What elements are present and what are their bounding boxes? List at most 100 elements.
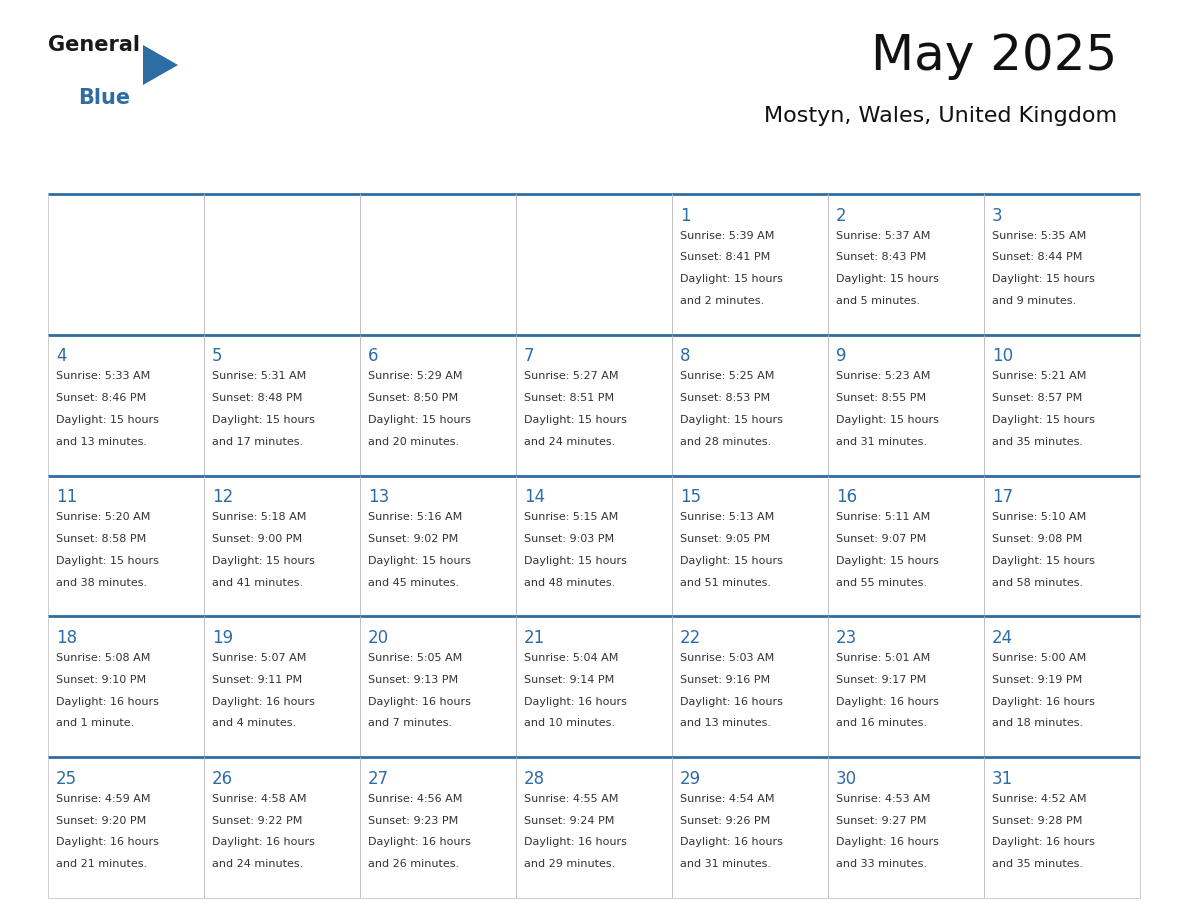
Text: and 45 minutes.: and 45 minutes. <box>368 577 459 588</box>
Text: May 2025: May 2025 <box>871 32 1117 81</box>
Text: and 28 minutes.: and 28 minutes. <box>680 437 771 447</box>
Text: and 26 minutes.: and 26 minutes. <box>368 859 459 869</box>
Text: Daylight: 15 hours: Daylight: 15 hours <box>680 556 783 565</box>
Text: Sunset: 9:05 PM: Sunset: 9:05 PM <box>680 534 770 544</box>
Text: Sunrise: 5:07 AM: Sunrise: 5:07 AM <box>211 653 307 663</box>
Text: 26: 26 <box>211 770 233 788</box>
Text: Sunset: 9:11 PM: Sunset: 9:11 PM <box>211 675 302 685</box>
Text: Daylight: 15 hours: Daylight: 15 hours <box>836 415 939 425</box>
Text: Sunset: 8:48 PM: Sunset: 8:48 PM <box>211 393 302 403</box>
Text: Sunset: 9:00 PM: Sunset: 9:00 PM <box>211 534 302 544</box>
Text: and 55 minutes.: and 55 minutes. <box>836 577 927 588</box>
Text: and 18 minutes.: and 18 minutes. <box>992 719 1083 729</box>
Text: 31: 31 <box>992 770 1013 788</box>
Text: 5: 5 <box>211 348 222 365</box>
Text: and 24 minutes.: and 24 minutes. <box>211 859 303 869</box>
Text: Daylight: 16 hours: Daylight: 16 hours <box>524 697 627 707</box>
Text: Friday: Friday <box>839 167 885 183</box>
Text: Daylight: 15 hours: Daylight: 15 hours <box>56 556 159 565</box>
Text: Sunrise: 5:29 AM: Sunrise: 5:29 AM <box>368 372 462 381</box>
Text: Sunrise: 5:10 AM: Sunrise: 5:10 AM <box>992 512 1086 522</box>
Text: Daylight: 15 hours: Daylight: 15 hours <box>680 415 783 425</box>
Text: Daylight: 15 hours: Daylight: 15 hours <box>992 556 1094 565</box>
Text: 29: 29 <box>680 770 701 788</box>
Text: Daylight: 15 hours: Daylight: 15 hours <box>524 415 627 425</box>
Text: Daylight: 15 hours: Daylight: 15 hours <box>211 415 315 425</box>
Text: Wednesday: Wednesday <box>527 167 615 183</box>
Text: Sunset: 9:22 PM: Sunset: 9:22 PM <box>211 815 302 825</box>
Text: Sunset: 9:13 PM: Sunset: 9:13 PM <box>368 675 457 685</box>
Text: Daylight: 15 hours: Daylight: 15 hours <box>368 415 470 425</box>
Text: and 4 minutes.: and 4 minutes. <box>211 719 296 729</box>
Text: Daylight: 15 hours: Daylight: 15 hours <box>368 556 470 565</box>
Text: 20: 20 <box>368 629 388 647</box>
Text: Monday: Monday <box>215 167 276 183</box>
Text: Sunrise: 5:16 AM: Sunrise: 5:16 AM <box>368 512 462 522</box>
Text: Sunset: 9:24 PM: Sunset: 9:24 PM <box>524 815 614 825</box>
Text: Sunset: 8:41 PM: Sunset: 8:41 PM <box>680 252 770 263</box>
Text: Sunset: 9:17 PM: Sunset: 9:17 PM <box>836 675 927 685</box>
Text: 27: 27 <box>368 770 388 788</box>
Text: Sunrise: 5:04 AM: Sunrise: 5:04 AM <box>524 653 618 663</box>
Text: 23: 23 <box>836 629 857 647</box>
Text: Sunrise: 5:05 AM: Sunrise: 5:05 AM <box>368 653 462 663</box>
Text: 7: 7 <box>524 348 535 365</box>
Text: Sunset: 8:55 PM: Sunset: 8:55 PM <box>836 393 925 403</box>
Text: 11: 11 <box>56 488 77 506</box>
Text: and 41 minutes.: and 41 minutes. <box>211 577 303 588</box>
Text: Sunset: 9:19 PM: Sunset: 9:19 PM <box>992 675 1082 685</box>
Text: and 29 minutes.: and 29 minutes. <box>524 859 615 869</box>
Text: Daylight: 15 hours: Daylight: 15 hours <box>56 415 159 425</box>
Text: and 5 minutes.: and 5 minutes. <box>836 297 920 306</box>
Text: and 13 minutes.: and 13 minutes. <box>680 719 771 729</box>
Text: Sunrise: 5:33 AM: Sunrise: 5:33 AM <box>56 372 150 381</box>
Text: Sunrise: 5:11 AM: Sunrise: 5:11 AM <box>836 512 930 522</box>
Polygon shape <box>143 45 178 85</box>
Text: and 13 minutes.: and 13 minutes. <box>56 437 147 447</box>
Text: and 24 minutes.: and 24 minutes. <box>524 437 615 447</box>
Text: Daylight: 16 hours: Daylight: 16 hours <box>680 697 783 707</box>
Text: Daylight: 15 hours: Daylight: 15 hours <box>992 415 1094 425</box>
Text: Sunrise: 5:20 AM: Sunrise: 5:20 AM <box>56 512 150 522</box>
Text: 9: 9 <box>836 348 846 365</box>
Text: Sunrise: 4:59 AM: Sunrise: 4:59 AM <box>56 794 151 804</box>
Text: Sunrise: 4:58 AM: Sunrise: 4:58 AM <box>211 794 307 804</box>
Text: 13: 13 <box>368 488 388 506</box>
Text: Daylight: 15 hours: Daylight: 15 hours <box>836 556 939 565</box>
Text: Sunset: 8:51 PM: Sunset: 8:51 PM <box>524 393 614 403</box>
Text: Daylight: 16 hours: Daylight: 16 hours <box>56 837 159 847</box>
Text: Sunset: 9:14 PM: Sunset: 9:14 PM <box>524 675 614 685</box>
Text: Daylight: 16 hours: Daylight: 16 hours <box>368 837 470 847</box>
Text: Sunrise: 4:56 AM: Sunrise: 4:56 AM <box>368 794 462 804</box>
Text: Daylight: 16 hours: Daylight: 16 hours <box>368 697 470 707</box>
Text: Sunrise: 5:18 AM: Sunrise: 5:18 AM <box>211 512 307 522</box>
Text: Sunrise: 5:15 AM: Sunrise: 5:15 AM <box>524 512 618 522</box>
Text: General: General <box>48 35 140 55</box>
Text: Daylight: 16 hours: Daylight: 16 hours <box>680 837 783 847</box>
Text: 25: 25 <box>56 770 77 788</box>
Text: Sunrise: 5:23 AM: Sunrise: 5:23 AM <box>836 372 930 381</box>
Text: Sunset: 8:44 PM: Sunset: 8:44 PM <box>992 252 1082 263</box>
Text: Blue: Blue <box>78 88 131 108</box>
Text: Daylight: 16 hours: Daylight: 16 hours <box>836 697 939 707</box>
Text: Daylight: 16 hours: Daylight: 16 hours <box>211 837 315 847</box>
Text: 6: 6 <box>368 348 378 365</box>
Text: 4: 4 <box>56 348 67 365</box>
Text: Sunset: 9:10 PM: Sunset: 9:10 PM <box>56 675 146 685</box>
Text: and 1 minute.: and 1 minute. <box>56 719 134 729</box>
Text: Sunrise: 5:13 AM: Sunrise: 5:13 AM <box>680 512 775 522</box>
Text: Sunrise: 4:53 AM: Sunrise: 4:53 AM <box>836 794 930 804</box>
Text: Sunrise: 4:55 AM: Sunrise: 4:55 AM <box>524 794 618 804</box>
Text: 15: 15 <box>680 488 701 506</box>
Text: Daylight: 16 hours: Daylight: 16 hours <box>524 837 627 847</box>
Text: Daylight: 16 hours: Daylight: 16 hours <box>211 697 315 707</box>
Text: Sunset: 9:20 PM: Sunset: 9:20 PM <box>56 815 146 825</box>
Text: 16: 16 <box>836 488 857 506</box>
Text: Daylight: 15 hours: Daylight: 15 hours <box>524 556 627 565</box>
Text: Sunset: 9:23 PM: Sunset: 9:23 PM <box>368 815 459 825</box>
Text: and 58 minutes.: and 58 minutes. <box>992 577 1083 588</box>
Text: and 2 minutes.: and 2 minutes. <box>680 297 764 306</box>
Text: and 31 minutes.: and 31 minutes. <box>680 859 771 869</box>
Text: 8: 8 <box>680 348 690 365</box>
Text: Sunrise: 5:25 AM: Sunrise: 5:25 AM <box>680 372 775 381</box>
